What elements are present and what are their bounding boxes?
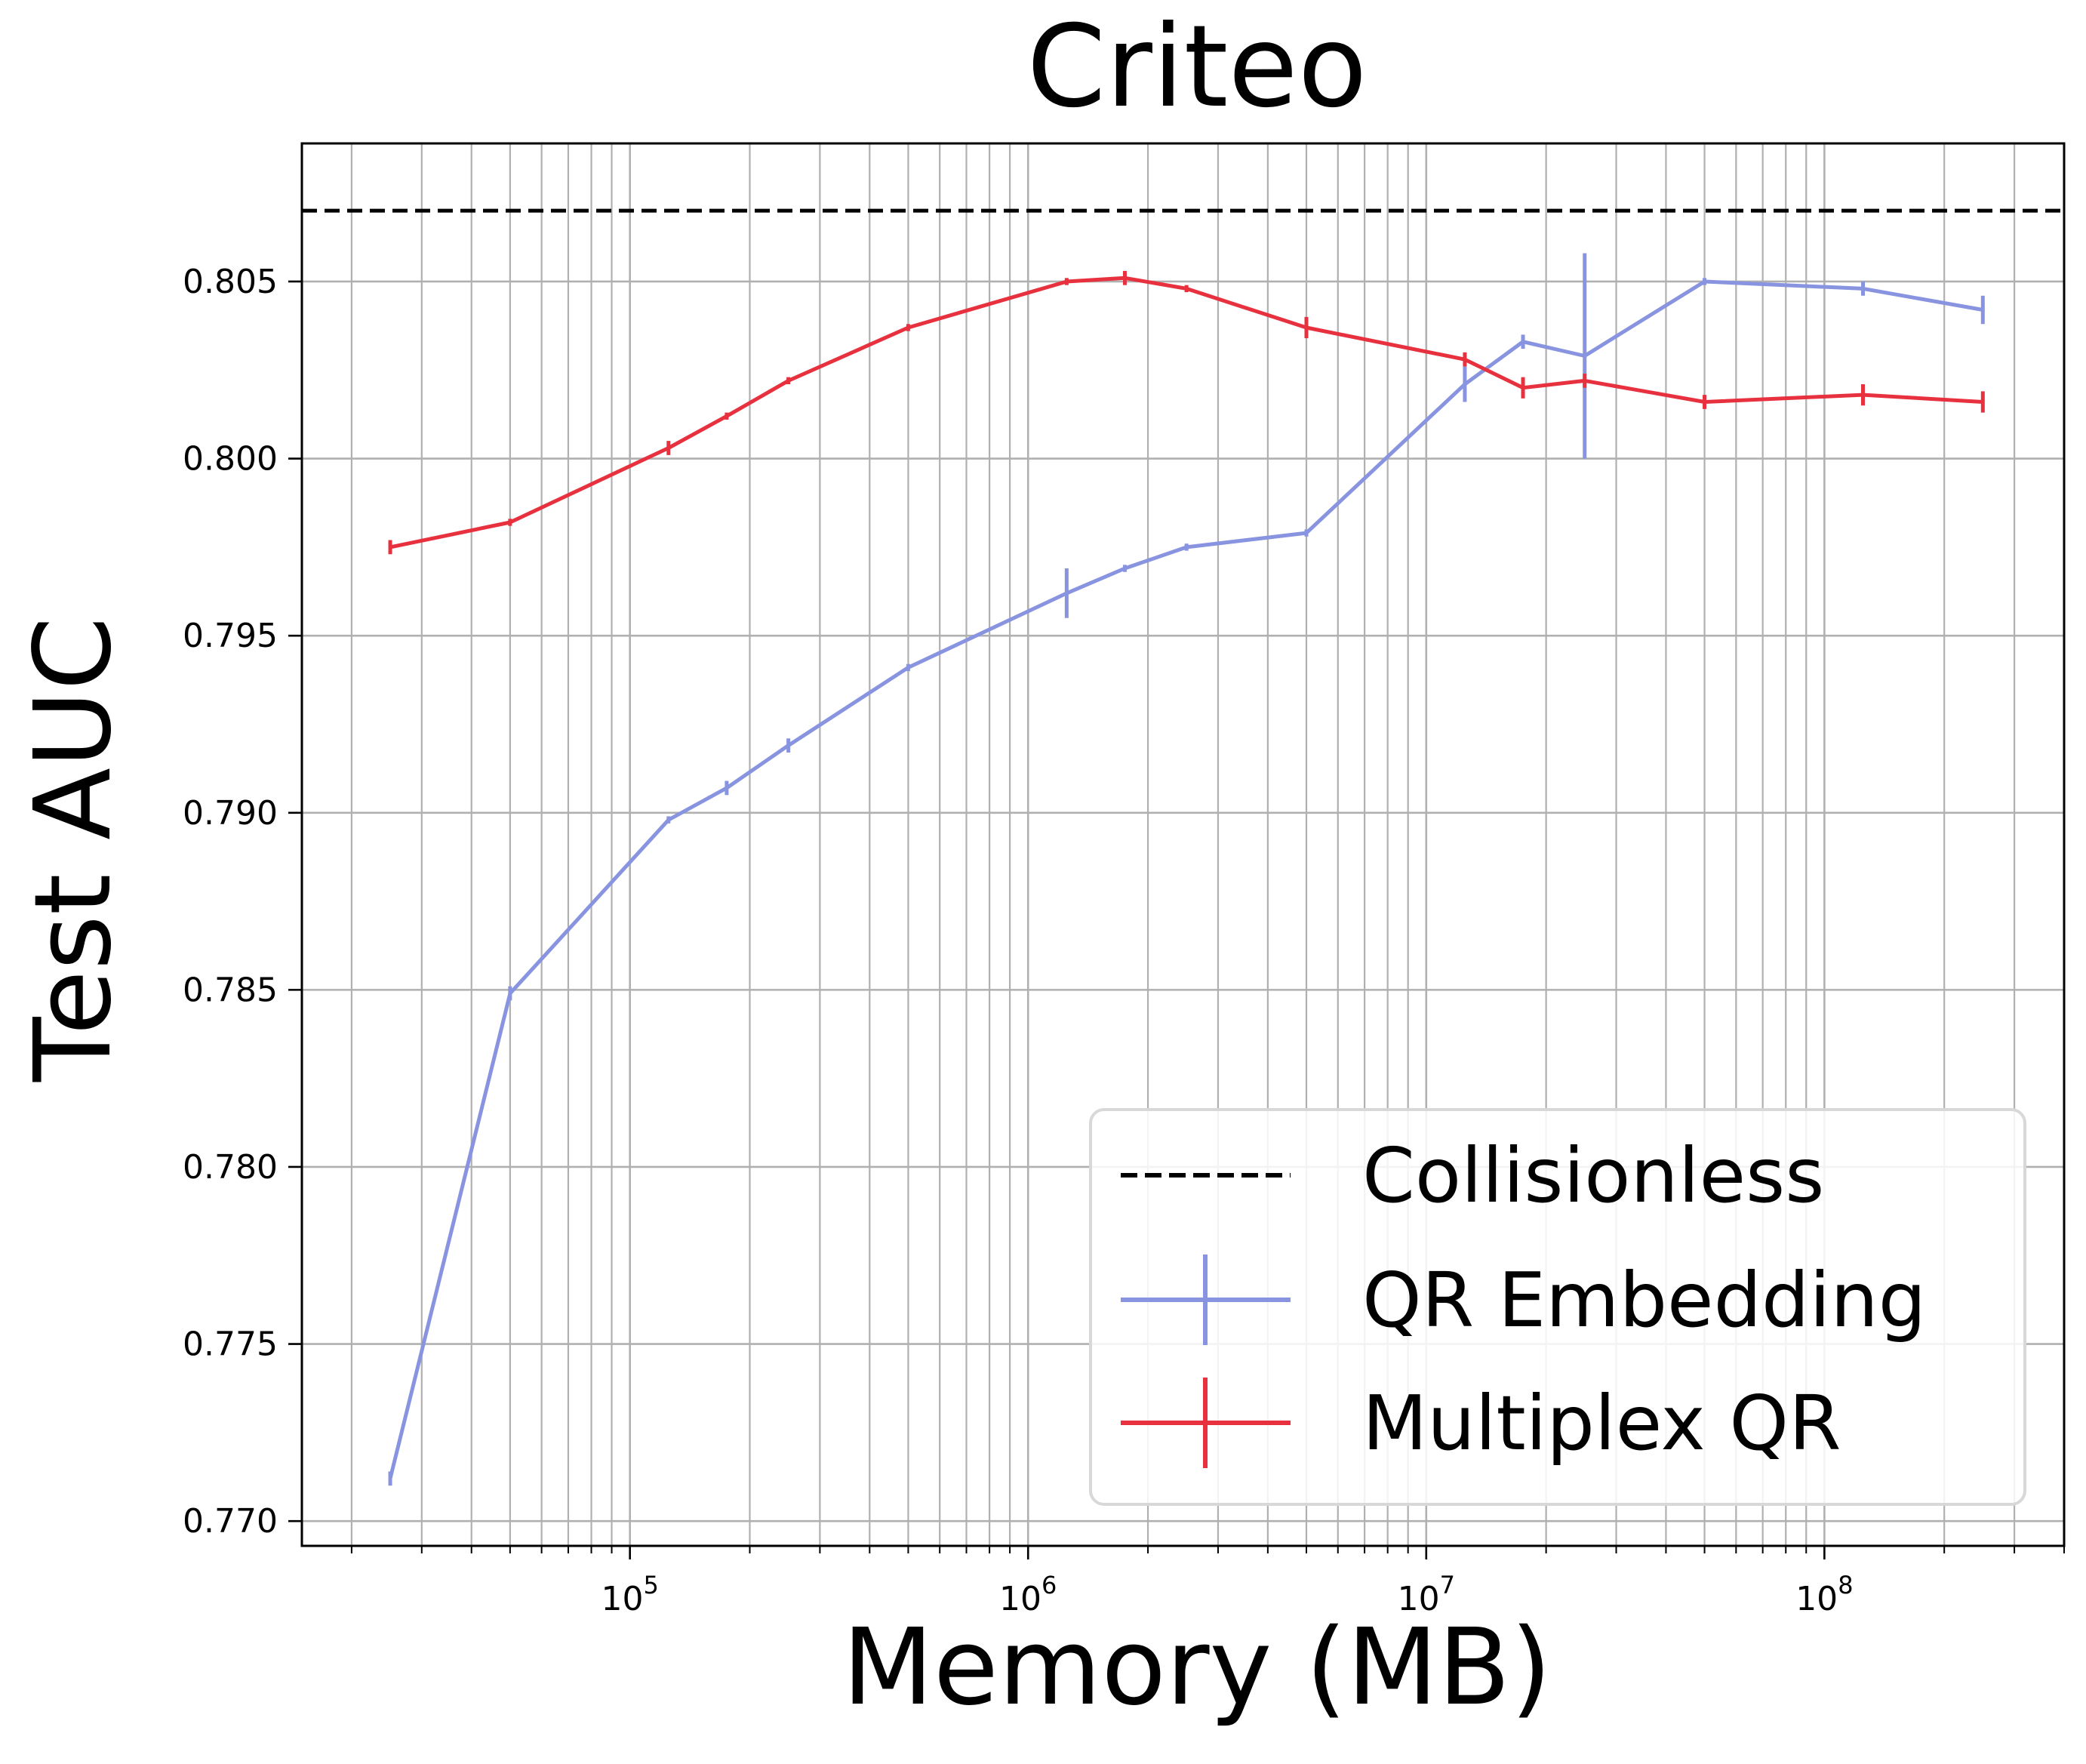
y-tick-label: 0.795 [183,617,278,655]
qr-embedding-line [388,279,1983,1479]
y-tick-label: 0.805 [183,263,278,301]
x-axis-title: Memory (MB) [842,1606,1552,1729]
multiplex-qr-line [389,276,1983,550]
x-tick-labels: 105 106 107 108 [601,1571,1853,1618]
chart-title: Criteo [1027,2,1368,133]
x-tick-marks [350,1546,2065,1559]
y-tick-label: 0.790 [183,794,278,833]
legend-multiplex-qr-label: Multiplex QR [1362,1379,1841,1467]
series-multiplex-qr [388,270,1985,555]
x-tick-label: 107 [1398,1571,1455,1618]
series-qr-embedding [388,253,1985,1486]
x-tick-label: 105 [601,1571,658,1618]
y-axis-title: Test AUC [12,617,135,1082]
legend: Collisionless QR Embedding Multiplex QR [1089,1108,2026,1506]
legend-qr-embedding-label: QR Embedding [1362,1256,1926,1344]
y-tick-label: 0.775 [183,1325,278,1364]
x-tick-label: 108 [1795,1571,1853,1618]
y-tick-label: 0.800 [183,440,278,479]
y-tick-marks [288,280,302,1522]
y-tick-label: 0.770 [183,1502,278,1541]
legend-collisionless-label: Collisionless [1362,1131,1824,1220]
plot-frame [300,142,2066,1547]
legend-box [1089,1108,2026,1506]
y-tick-label: 0.780 [183,1148,278,1187]
y-tick-labels: 0.770 0.775 0.780 0.785 0.790 0.795 0.800 0.805 [183,263,278,1541]
series-layer [388,253,1985,1486]
x-tick-label: 106 [999,1571,1057,1618]
y-tick-label: 0.785 [183,971,278,1009]
